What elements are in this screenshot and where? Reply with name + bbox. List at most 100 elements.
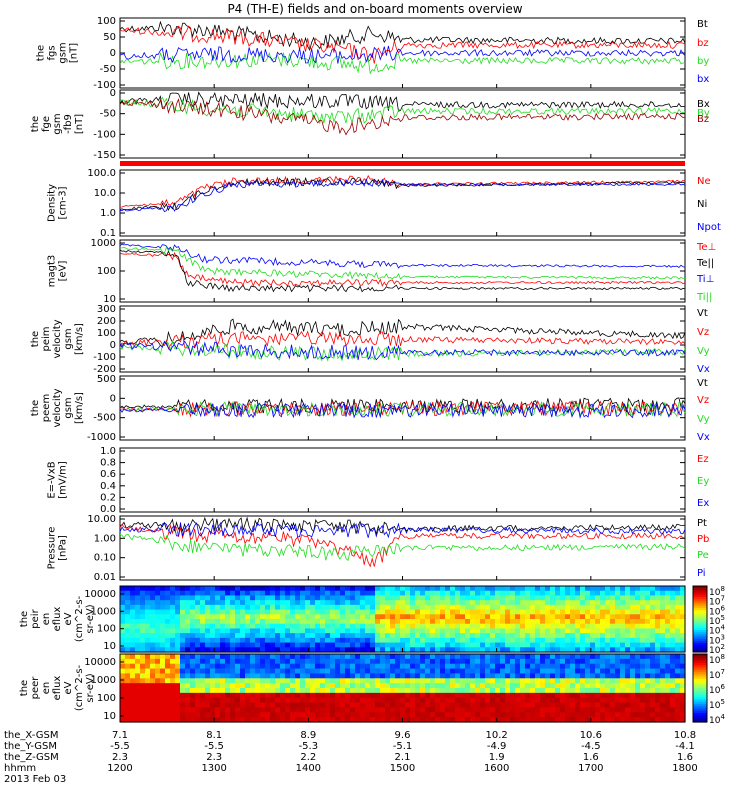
heat-cell [615,633,621,639]
heat-cell [515,712,521,718]
colorbar-segment [693,688,707,691]
heat-cell [585,623,591,630]
heat-cell [535,586,541,592]
heat-cell [550,654,556,660]
heat-cell [165,600,171,606]
heat-cell [410,614,416,620]
heat-cell [455,673,461,679]
heat-cell [205,712,211,718]
heat-cell [530,637,536,644]
heat-cell [370,702,376,709]
heat-cell [485,712,491,718]
heat-cell [220,647,226,653]
heat-cell [225,688,231,694]
heat-cell [625,692,631,699]
heat-cell [465,642,471,648]
heat-cell [645,595,651,601]
y-tick-label: -200 [93,364,116,375]
heat-cell [520,707,526,713]
heat-cell [580,642,586,648]
heat-cell [205,697,211,704]
heat-cell [550,628,556,634]
heat-cell [140,678,146,684]
heat-cell [625,614,631,620]
heat-cell [680,590,686,597]
heat-cell [250,600,256,606]
colorbar-segment [693,708,707,712]
heat-cell [245,623,251,630]
heat-cell [620,614,626,620]
heat-cell [680,633,686,639]
heat-cell [475,633,481,639]
colorbar-segment [693,597,707,600]
heat-cell [250,628,256,634]
heat-cell [640,658,646,665]
heat-cell [490,633,496,639]
heat-cell [465,697,471,704]
heat-cell [415,604,421,611]
heat-cell [390,673,396,679]
heat-cell [160,590,166,597]
heat-cell [445,688,451,694]
heat-cell [225,614,231,620]
heat-cell [305,683,311,689]
heat-cell [385,663,391,670]
heat-cell [120,604,126,611]
heat-cell [165,702,171,709]
heat-cell [595,647,601,653]
heat-cell [640,600,646,606]
heat-cell [430,712,436,718]
heat-cell [540,619,546,625]
heat-cell [640,673,646,679]
heat-cell [520,600,526,606]
heat-cell [350,628,356,634]
heat-cell [155,595,161,601]
heat-cell [515,702,521,709]
heat-cell [200,658,206,665]
heat-cell [220,692,226,699]
heat-cell [525,717,531,723]
heat-cell [560,697,566,704]
heat-cell [575,614,581,620]
heat-cell [210,637,216,644]
heat-cell [620,707,626,713]
heat-cell [425,609,431,615]
heat-cell [615,623,621,630]
heat-cell [560,600,566,606]
heat-cell [535,663,541,670]
heat-cell [155,628,161,634]
heat-cell [355,717,361,723]
heat-cell [190,614,196,620]
heat-cell [635,628,641,634]
heat-cell [615,702,621,709]
heat-cell [355,683,361,689]
heat-cell [480,609,486,615]
heat-cell [340,654,346,660]
heat-cell [525,692,531,699]
heat-cell [145,614,151,620]
heat-cell [615,683,621,689]
heat-cell [475,604,481,611]
heat-cell [195,609,201,615]
heat-cell [260,712,266,718]
heat-cell [260,647,266,653]
colorbar-segment [693,632,707,635]
y-tick-label: 300 [97,304,116,315]
heat-cell [650,697,656,704]
heat-cell [325,673,331,679]
heat-cell [485,642,491,648]
heat-cell [670,654,676,660]
heat-cell [480,707,486,713]
heat-cell [135,678,141,684]
heat-cell [590,614,596,620]
heat-cell [140,717,146,723]
heat-cell [305,668,311,675]
heat-cell [245,600,251,606]
heat-cell [325,586,331,592]
heat-cell [195,702,201,709]
heat-cell [365,628,371,634]
heat-cell [325,600,331,606]
heat-cell [420,590,426,597]
heat-cell [240,642,246,648]
heat-cell [485,688,491,694]
